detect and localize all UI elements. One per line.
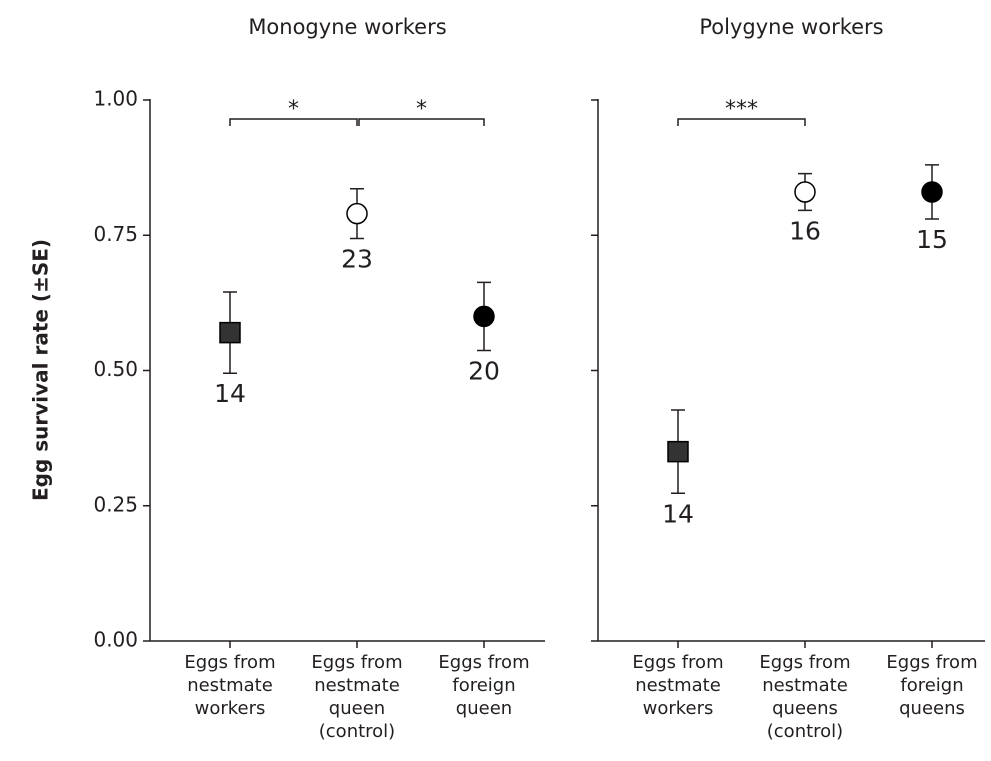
x-tick-label: Eggs from [184,652,275,673]
x-tick-label: queen [329,698,385,719]
panel-title: Polygyne workers [699,15,883,39]
significance-bracket [229,118,358,126]
x-tick-label: Eggs from [632,652,723,673]
y-tick-label: 0.75 [93,222,138,246]
y-tick-label: 0.50 [93,357,138,381]
x-tick-label: nestmate [635,675,721,696]
significance-label: * [288,97,299,122]
x-tick-label: queens [772,698,838,719]
n-label: 20 [468,356,500,385]
y-tick-label: 0.25 [93,492,138,516]
marker [794,181,816,203]
panel-title: Monogyne workers [248,15,446,39]
significance-bracket [677,118,806,126]
x-tick-label: Eggs from [886,652,977,673]
y-tick-label: 0.00 [93,628,138,652]
marker [346,202,368,225]
n-label: 16 [789,216,821,245]
significance-bracket [358,118,485,126]
x-tick-label: queens [899,698,965,719]
x-tick-label: queen [456,698,512,719]
x-tick-label: nestmate [314,675,400,696]
y-axis-label: Egg survival rate (±SE) [29,239,53,501]
marker [667,440,689,463]
y-tick-label: 1.00 [93,87,138,111]
n-label: 14 [662,499,694,528]
x-tick-label: Eggs from [759,652,850,673]
x-tick-label: workers [195,698,266,719]
x-tick-label: nestmate [187,675,273,696]
x-tick-label: (control) [767,721,843,742]
significance-label: * [416,97,427,122]
x-tick-label: nestmate [762,675,848,696]
x-tick-label: Eggs from [311,652,402,673]
marker [219,321,241,344]
significance-label: *** [725,97,758,122]
n-label: 15 [916,225,948,254]
marker [473,305,495,328]
x-tick-label: workers [643,698,714,719]
x-tick-label: (control) [319,721,395,742]
x-tick-label: foreign [452,675,515,696]
marker [921,181,943,203]
n-label: 23 [341,244,373,273]
x-tick-label: foreign [900,675,963,696]
n-label: 14 [214,379,246,408]
x-tick-label: Eggs from [438,652,529,673]
